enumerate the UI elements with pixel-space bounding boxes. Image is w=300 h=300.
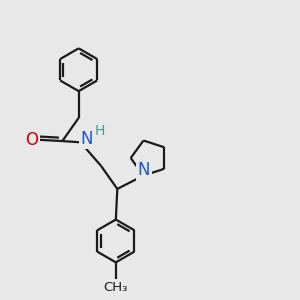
Text: CH₃: CH₃ [103, 280, 128, 293]
Text: O: O [26, 130, 38, 148]
Text: H: H [95, 124, 105, 138]
Text: N: N [81, 130, 93, 148]
Text: N: N [138, 161, 150, 179]
